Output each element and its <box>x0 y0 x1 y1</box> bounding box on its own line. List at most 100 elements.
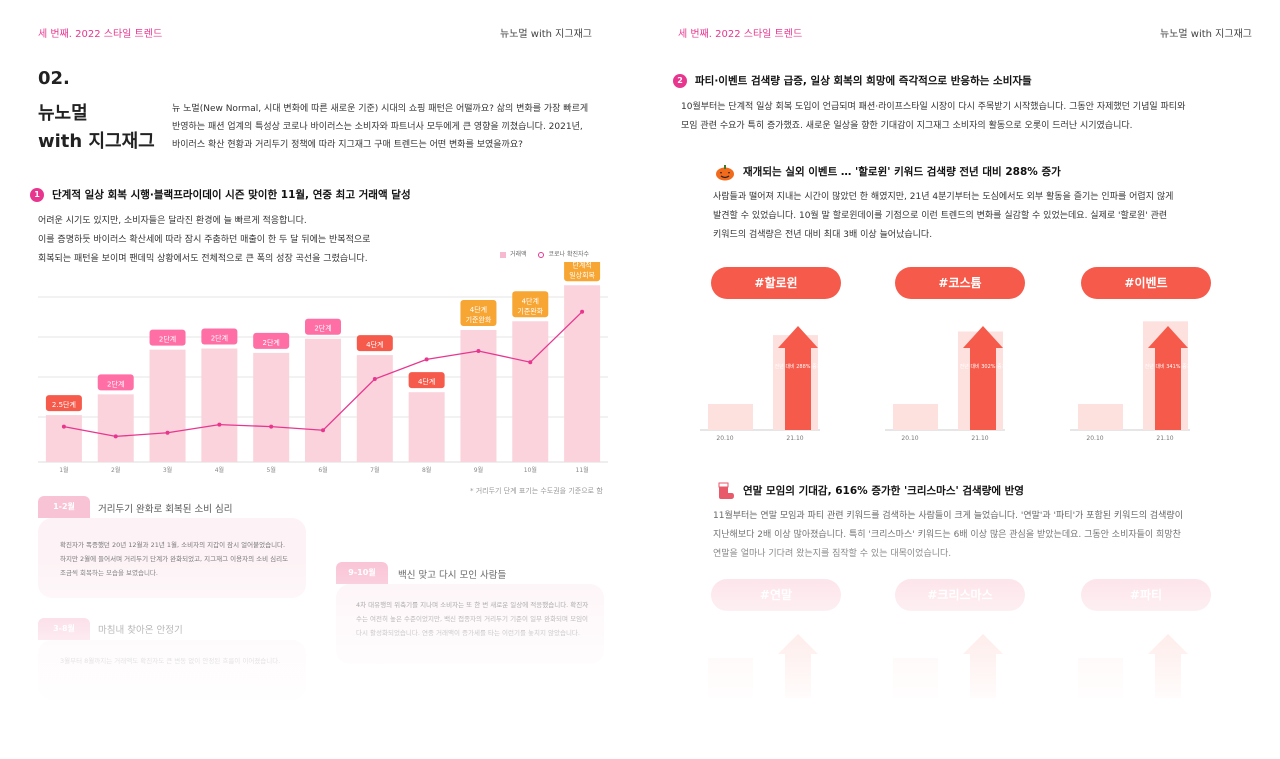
case-point <box>424 357 429 362</box>
sub2-line1: 11월부터는 연말 모임과 파티 관련 키워드를 검색하는 사람들이 크게 늘었… <box>713 511 1183 521</box>
sub2-line2: 지난해보다 2배 이상 많아졌습니다. 특히 '크리스마스' 키워드는 6배 이… <box>713 530 1181 540</box>
keyword-pill-costume: #코스튬 <box>895 267 1025 299</box>
x-tick-label: 1월 <box>59 466 68 474</box>
x-tick-label: 3월 <box>163 466 172 474</box>
sub1-line1: 사람들과 떨어져 지내는 시간이 많았던 한 해였지만, 21년 4분기부터는 … <box>713 192 1174 202</box>
section2-line2: 모임 관련 수요가 특히 증가했죠. 새로운 일상을 향한 기대감이 지그재그 … <box>681 121 1133 131</box>
keyword-pill-christmas: #크리스마스 <box>895 579 1025 611</box>
x-tick-label: 11월 <box>576 466 589 474</box>
case-point <box>165 430 170 435</box>
stage-label-3월 <box>149 329 186 346</box>
case-point <box>269 424 274 429</box>
sock-icon <box>715 482 735 500</box>
kw2-bar-before <box>708 658 753 698</box>
keyword-charts-2 <box>708 634 1188 698</box>
sales-chart: 2.5단계 1월 2단계 2월 2단계 3월 2단계 4월 2단계 5월 2단계 6월 4단계 7월 4단계… <box>38 262 608 474</box>
bar-5월 <box>253 352 290 462</box>
kw-arrow-text: 전년 대비 341% 증가 <box>1145 363 1192 370</box>
section2-heading: 2 파티·이벤트 검색량 급증, 일상 회복의 희망에 즉각적으로 반응하는 소비… <box>673 73 1032 88</box>
chapter-title-line1: 뉴노멀 <box>38 103 88 124</box>
bar-3월 <box>149 349 186 462</box>
x-tick-label: 6월 <box>318 466 327 474</box>
page-label: 뉴노멀 with 지그재그 <box>500 29 592 40</box>
stage-label-text: 4단계 <box>470 305 487 314</box>
sub2-body: 11월부터는 연말 모임과 파티 관련 키워드를 검색하는 사람들이 크게 늘었… <box>713 507 1183 564</box>
sub1-heading: 재개되는 실외 이벤트 … '할로윈' 키워드 검색량 전년 대비 288% 증… <box>715 163 1061 181</box>
kw-bar-before <box>708 404 753 430</box>
case-point <box>476 349 481 353</box>
kw-x-after: 21.10 <box>786 435 803 442</box>
chart-legend: 거래액 코로나 확진자수 <box>500 249 599 258</box>
pumpkin-icon <box>715 163 735 181</box>
case-point <box>528 360 533 365</box>
stage-label-text: 4단계 <box>418 377 435 386</box>
bar-10월 <box>512 321 549 462</box>
stage-label-4월 <box>201 328 238 345</box>
case-point <box>580 309 585 314</box>
kw-x-before: 20.10 <box>901 435 918 442</box>
card-9-10-text: 4차 대유행의 위축기를 지나며 소비자는 또 한 번 새로운 일상에 적응했습… <box>356 601 589 637</box>
kw-arrow <box>1148 326 1188 430</box>
section1-badge: 1 <box>30 188 44 202</box>
intro-text: 뉴 노멀(New Normal, 시대 변화에 따른 새로운 기준) 시대의 쇼… <box>172 104 589 150</box>
stage-label-1월 <box>45 395 82 412</box>
stage-label-9월 <box>460 300 497 326</box>
keyword-charts: 전년 대비 288% 증가 20.10 21.10 전년 대비 302% 증가 20.1… <box>700 321 1192 442</box>
keyword-pill-yearend: #연말 <box>711 579 841 611</box>
chapter-number: 02. <box>38 68 70 89</box>
section-label-right: 세 번째. 2022 스타일 트렌드 <box>678 29 803 40</box>
keyword-pill-event: #이벤트 <box>1081 267 1211 299</box>
x-tick-label: 9월 <box>474 466 483 474</box>
right-page: 세 번째. 2022 스타일 트렌드 뉴노멀 with 지그재그 2 파티·이벤트… <box>640 0 1280 759</box>
kw-x-after: 21.10 <box>971 435 988 442</box>
kw2-bar-before <box>893 658 938 698</box>
stage-label-6월 <box>305 318 341 335</box>
kw2-arrow <box>778 634 818 698</box>
stage-label-11월 <box>564 262 601 282</box>
x-tick-label: 4월 <box>215 466 224 474</box>
stage-label-text: 2단계 <box>107 379 124 388</box>
case-point <box>321 428 325 433</box>
kw-x-after: 21.10 <box>1156 435 1173 442</box>
card-1-2-tag: 1-2월 <box>38 496 90 518</box>
x-tick-label: 10월 <box>524 466 537 474</box>
section2-body: 10월부터는 단계적 일상 회복 도입이 언급되며 패션·라이프스타일 시장이 … <box>681 98 1185 136</box>
case-point <box>217 422 222 427</box>
section2-heading-text: 파티·이벤트 검색량 급증, 일상 회복의 희망에 즉각적으로 반응하는 소비자… <box>695 75 1032 87</box>
kw2-bar-before <box>1078 658 1123 698</box>
section2-line1: 10월부터는 단계적 일상 회복 도입이 언급되며 패션·라이프스타일 시장이 … <box>681 102 1186 112</box>
legend-line: 코로나 확진자수 <box>538 251 589 258</box>
left-page: 세 번째. 2022 스타일 트렌드 뉴노멀 with 지그재그 02. 뉴노멀… <box>0 29 640 759</box>
card-9-10-title: 백신 맞고 다시 모인 사람들 <box>398 570 507 581</box>
x-tick-label: 5월 <box>267 466 276 474</box>
case-point <box>372 377 377 381</box>
card-3-8 <box>38 640 306 700</box>
stage-label-10월 <box>512 291 549 318</box>
stage-label-text: 일상회복 <box>569 270 595 279</box>
stage-label-8월 <box>408 372 445 389</box>
bar-2월 <box>97 394 134 462</box>
stage-label-text: 2단계 <box>211 334 228 343</box>
card-1-2-title: 거리두기 완화로 회복된 소비 심리 <box>98 504 233 515</box>
section-label: 세 번째. 2022 스타일 트렌드 <box>38 29 163 40</box>
x-tick-label: 8월 <box>422 466 431 474</box>
chapter-title: 뉴노멀 with 지그재그 <box>38 100 155 156</box>
card-3-8-text: 3월부터 8월까지는 거래액도 확진자도 큰 변동 없이 안정된 흐름이 이어졌… <box>60 657 281 665</box>
x-tick-label: 2월 <box>111 466 120 474</box>
kw-bar-before <box>893 404 938 430</box>
stage-label-2월 <box>97 374 134 391</box>
sub2-heading-text: 연말 모임의 기대감, 616% 증가한 '크리스마스' 검색량에 반영 <box>743 485 1024 497</box>
section1-line1: 어려운 시기도 있지만, 소비자들은 달라진 환경에 늘 빠르게 적응합니다. <box>38 216 307 226</box>
kw-bar-before <box>1078 404 1123 430</box>
sub1-heading-text: 재개되는 실외 이벤트 … '할로윈' 키워드 검색량 전년 대비 288% 증… <box>743 166 1061 178</box>
stage-label-text: 4단계 <box>522 296 539 305</box>
stage-label-text: 2.5단계 <box>52 400 76 409</box>
kw2-arrow <box>1148 634 1188 698</box>
section2-badge: 2 <box>673 74 687 88</box>
stage-label-text: 단계적 <box>572 262 591 269</box>
section1-heading-text: 단계적 일상 회복 시행·블랙프라이데이 시즌 맞이한 11월, 연중 최고 거… <box>52 189 411 201</box>
keyword-pill-party: #파티 <box>1081 579 1211 611</box>
stage-label-text: 기준완화 <box>517 306 543 315</box>
chart-footnote: * 거리두기 단계 표기는 수도권을 기준으로 함 <box>470 487 603 495</box>
sub1-body: 사람들과 떨어져 지내는 시간이 많았던 한 해였지만, 21년 4분기부터는 … <box>713 188 1173 245</box>
